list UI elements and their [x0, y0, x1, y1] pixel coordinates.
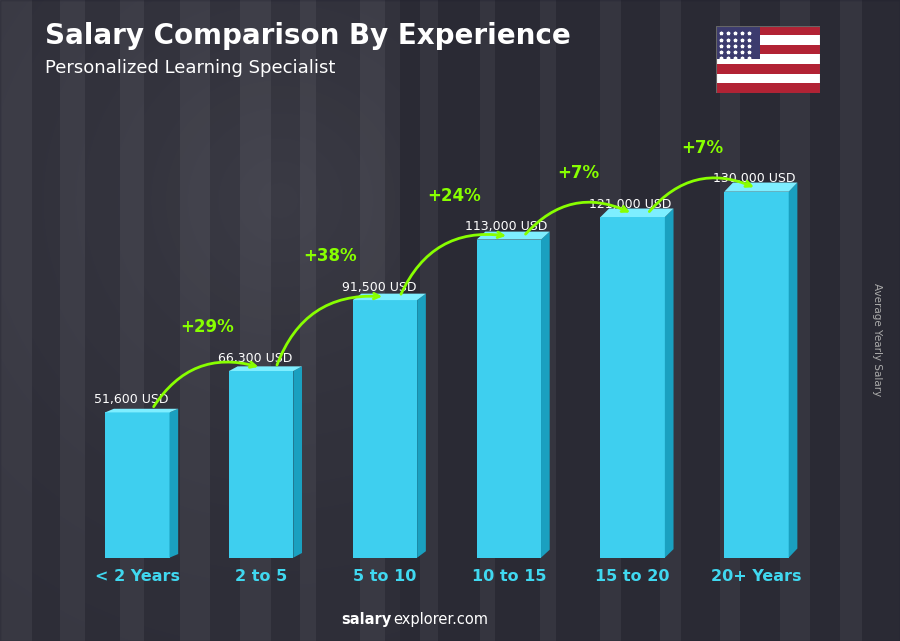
Text: +29%: +29% — [180, 319, 233, 337]
Text: 121,000 USD: 121,000 USD — [590, 198, 671, 211]
Bar — [716, 26, 760, 60]
Polygon shape — [477, 231, 550, 240]
Bar — [353, 300, 418, 558]
Polygon shape — [293, 367, 302, 558]
Text: Average Yearly Salary: Average Yearly Salary — [872, 283, 883, 396]
Text: explorer.com: explorer.com — [393, 612, 489, 627]
Bar — [716, 26, 820, 35]
Polygon shape — [665, 208, 673, 558]
Text: Personalized Learning Specialist: Personalized Learning Specialist — [45, 59, 336, 77]
Text: Salary Comparison By Experience: Salary Comparison By Experience — [45, 22, 571, 51]
Polygon shape — [105, 409, 178, 412]
Text: +7%: +7% — [557, 165, 599, 183]
Bar — [716, 64, 820, 74]
Bar — [229, 371, 293, 558]
Polygon shape — [169, 409, 178, 558]
Bar — [724, 192, 788, 558]
Text: 51,600 USD: 51,600 USD — [94, 393, 168, 406]
Text: +38%: +38% — [303, 247, 357, 265]
Text: +24%: +24% — [428, 187, 482, 205]
Polygon shape — [353, 294, 426, 300]
Bar — [716, 83, 820, 93]
Text: +7%: +7% — [681, 139, 723, 157]
Text: 66,300 USD: 66,300 USD — [218, 352, 292, 365]
Text: 113,000 USD: 113,000 USD — [465, 221, 548, 233]
Text: salary: salary — [341, 612, 392, 627]
Bar — [105, 412, 169, 558]
Bar — [716, 54, 820, 64]
Text: 130,000 USD: 130,000 USD — [713, 172, 796, 185]
Polygon shape — [229, 367, 302, 371]
Polygon shape — [541, 231, 550, 558]
Bar — [716, 74, 820, 83]
Polygon shape — [418, 294, 426, 558]
Bar — [477, 240, 541, 558]
Bar — [716, 35, 820, 45]
Polygon shape — [788, 183, 797, 558]
Bar — [600, 217, 665, 558]
Polygon shape — [724, 183, 797, 192]
Bar — [716, 45, 820, 54]
Text: 91,500 USD: 91,500 USD — [342, 281, 416, 294]
Polygon shape — [600, 208, 673, 217]
